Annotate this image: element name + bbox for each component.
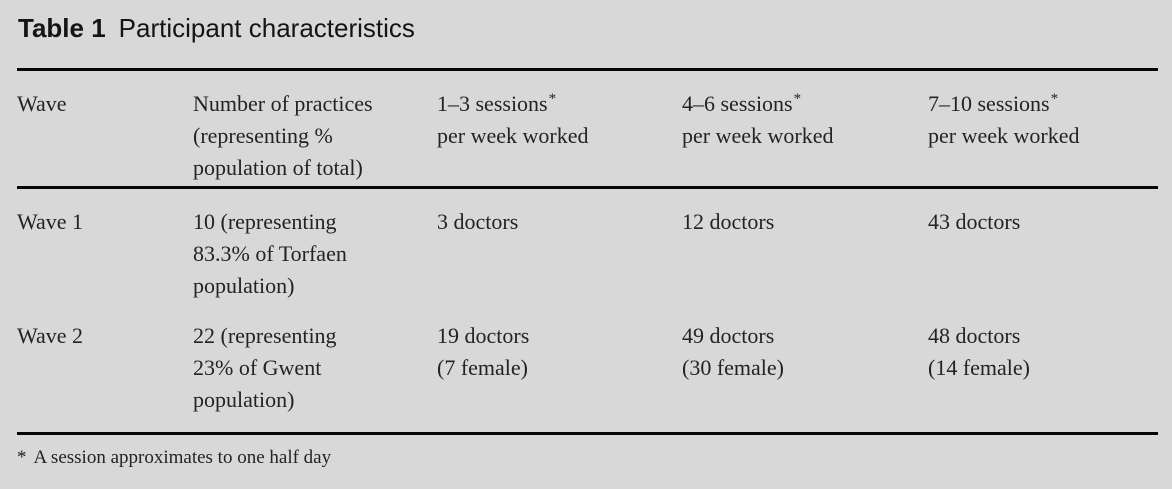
header-text: 7–10 sessions <box>928 91 1050 116</box>
cell-line: 3 doctors <box>437 209 519 234</box>
cell-wave2-sessions-7-10: 48 doctors (14 female) <box>928 320 1158 416</box>
cell-wave2-practices: 22 (representing 23% of Gwent population… <box>193 320 437 416</box>
header-line: 1–3 sessions* <box>437 88 682 120</box>
cell-line: 10 (representing <box>193 209 337 234</box>
table-number-label: Table 1 <box>18 13 106 43</box>
footnote: * A session approximates to one half day <box>17 445 331 471</box>
cell-line: 43 doctors <box>928 209 1021 234</box>
footnote-text: A session approximates to one half day <box>33 447 332 468</box>
table-header-row: Wave Number of practices (representing %… <box>17 88 1158 184</box>
cell-wave1-label: Wave 1 <box>17 206 193 302</box>
rule-top <box>17 68 1158 71</box>
header-cell-number-of-practices: Number of practices (representing % popu… <box>193 88 437 184</box>
header-cell-sessions-7-10: 7–10 sessions* per week worked <box>928 88 1158 184</box>
header-line: Number of practices <box>193 91 373 116</box>
cell-line: population) <box>193 273 295 298</box>
rule-mid <box>17 186 1158 189</box>
cell-wave2-label: Wave 2 <box>17 320 193 416</box>
table-row-wave1: Wave 1 10 (representing 83.3% of Torfaen… <box>17 206 1158 302</box>
header-cell-sessions-1-3: 1–3 sessions* per week worked <box>437 88 682 184</box>
asterisk-marker: * <box>793 91 802 107</box>
header-line: 4–6 sessions* <box>682 88 928 120</box>
asterisk-marker: * <box>548 91 557 107</box>
cell-line: population) <box>193 387 295 412</box>
cell-line: Wave 2 <box>17 323 84 348</box>
header-line: (representing % <box>193 123 333 148</box>
cell-line: 19 doctors <box>437 323 530 348</box>
asterisk-marker: * <box>1050 91 1059 107</box>
table-caption: Table 1 Participant characteristics <box>18 12 415 44</box>
cell-line: 23% of Gwent <box>193 355 322 380</box>
cell-line: 48 doctors <box>928 323 1021 348</box>
cell-wave2-sessions-4-6: 49 doctors (30 female) <box>682 320 928 416</box>
header-text: 1–3 sessions <box>437 91 548 116</box>
header-line: population of total) <box>193 155 363 180</box>
header-line: 7–10 sessions* <box>928 88 1158 120</box>
rule-bottom <box>17 432 1158 435</box>
cell-line: (30 female) <box>682 355 784 380</box>
footnote-asterisk: * <box>17 447 27 468</box>
cell-line: (14 female) <box>928 355 1030 380</box>
cell-line: 12 doctors <box>682 209 775 234</box>
header-line: per week worked <box>928 123 1080 148</box>
table-title-text: Participant characteristics <box>118 13 415 43</box>
cell-line: (7 female) <box>437 355 528 380</box>
header-cell-sessions-4-6: 4–6 sessions* per week worked <box>682 88 928 184</box>
cell-wave1-practices: 10 (representing 83.3% of Torfaen popula… <box>193 206 437 302</box>
cell-line: Wave 1 <box>17 209 84 234</box>
cell-wave1-sessions-1-3: 3 doctors <box>437 206 682 302</box>
header-cell-wave: Wave <box>17 88 193 184</box>
cell-line: 83.3% of Torfaen <box>193 241 347 266</box>
cell-wave2-sessions-1-3: 19 doctors (7 female) <box>437 320 682 416</box>
cell-line: 22 (representing <box>193 323 337 348</box>
cell-wave1-sessions-7-10: 43 doctors <box>928 206 1158 302</box>
header-line: per week worked <box>682 123 834 148</box>
cell-line: 49 doctors <box>682 323 775 348</box>
header-text: 4–6 sessions <box>682 91 793 116</box>
header-line: Wave <box>17 91 67 116</box>
table-row-wave2: Wave 2 22 (representing 23% of Gwent pop… <box>17 320 1158 416</box>
cell-wave1-sessions-4-6: 12 doctors <box>682 206 928 302</box>
header-line: per week worked <box>437 123 589 148</box>
